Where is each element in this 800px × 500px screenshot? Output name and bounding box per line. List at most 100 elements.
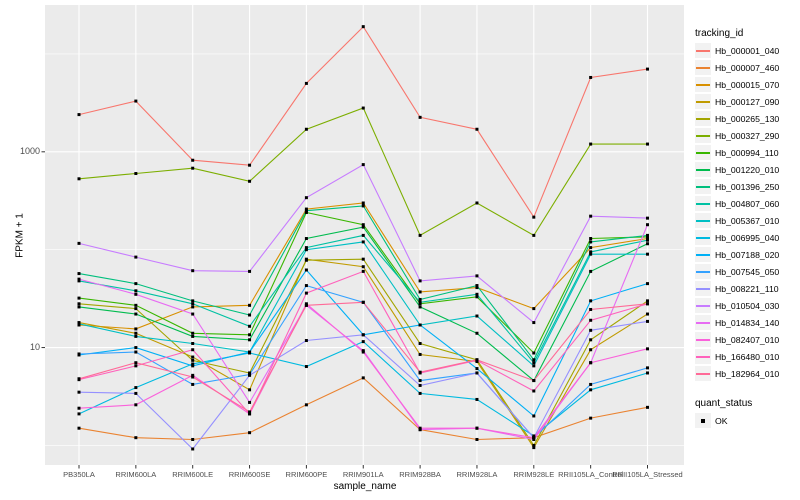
series-color-line-icon bbox=[696, 83, 710, 86]
y-tick-label: 1000 bbox=[19, 146, 40, 157]
data-point bbox=[361, 106, 365, 110]
data-point bbox=[646, 237, 649, 241]
data-point bbox=[248, 431, 252, 435]
data-point bbox=[532, 351, 536, 355]
data-point bbox=[77, 377, 81, 381]
data-point bbox=[589, 299, 593, 303]
data-point bbox=[191, 312, 195, 316]
data-point bbox=[191, 437, 195, 441]
data-point bbox=[191, 302, 195, 306]
data-point bbox=[361, 340, 365, 344]
data-point bbox=[646, 252, 649, 256]
legend-item-label: Hb_001220_010 bbox=[715, 164, 780, 175]
series-color-line-icon bbox=[696, 66, 710, 69]
data-point bbox=[418, 370, 422, 374]
data-point bbox=[475, 284, 479, 288]
data-point bbox=[589, 252, 593, 256]
data-point bbox=[248, 303, 252, 307]
legend-key-swatch bbox=[695, 213, 711, 228]
data-point bbox=[134, 327, 138, 331]
data-point bbox=[532, 361, 536, 365]
series-color-line-icon bbox=[696, 372, 710, 375]
legend-key-swatch bbox=[695, 264, 711, 279]
data-point bbox=[248, 350, 252, 354]
data-point bbox=[77, 352, 81, 356]
series-color-line-icon bbox=[696, 304, 710, 307]
data-point bbox=[191, 299, 195, 303]
data-point bbox=[589, 388, 593, 392]
legend-item: Hb_006995_040 bbox=[695, 229, 798, 246]
data-point bbox=[191, 382, 195, 386]
legend-item-label: Hb_006995_040 bbox=[715, 232, 780, 243]
data-point bbox=[475, 358, 479, 362]
data-point bbox=[248, 412, 252, 416]
data-point bbox=[589, 237, 593, 241]
data-point bbox=[304, 248, 308, 252]
data-point bbox=[532, 389, 536, 393]
data-point bbox=[134, 364, 138, 368]
data-point bbox=[134, 350, 138, 354]
legend-item: Hb_001396_250 bbox=[695, 178, 798, 195]
data-point bbox=[248, 324, 252, 328]
series-color-line-icon bbox=[696, 168, 710, 171]
data-point bbox=[646, 312, 649, 316]
legend-item-label: OK bbox=[715, 415, 728, 426]
data-point bbox=[361, 204, 365, 208]
legend-item-label: Hb_000994_110 bbox=[715, 147, 779, 158]
x-tick-label: RRIM600SE bbox=[228, 470, 271, 479]
data-point bbox=[475, 397, 479, 401]
data-point bbox=[248, 338, 252, 342]
data-point bbox=[361, 201, 365, 205]
series-color-line-icon bbox=[696, 270, 710, 273]
data-point bbox=[304, 237, 308, 241]
data-point bbox=[418, 352, 422, 356]
data-point bbox=[589, 307, 593, 311]
legend-key-swatch bbox=[695, 60, 711, 75]
data-point bbox=[77, 302, 81, 306]
data-point bbox=[361, 223, 365, 227]
data-point bbox=[248, 388, 252, 392]
legend-key-swatch bbox=[695, 332, 711, 347]
legend-item-label: Hb_004807_060 bbox=[715, 198, 780, 209]
legend-item-quant: OK bbox=[695, 412, 798, 429]
x-tick-label: RRII105LA_Stressed bbox=[612, 470, 683, 479]
legend-item-label: Hb_000265_130 bbox=[715, 113, 780, 124]
legend-item: Hb_000994_110 bbox=[695, 144, 798, 161]
data-point bbox=[361, 265, 365, 269]
series-color-line-icon bbox=[696, 219, 710, 222]
x-tick-label: RRIM600LA bbox=[115, 470, 157, 479]
data-point bbox=[475, 437, 479, 441]
data-point bbox=[475, 127, 479, 131]
x-tick-label: RRII105LA_Control bbox=[558, 470, 624, 479]
legend-item-label: Hb_005367_010 bbox=[715, 215, 780, 226]
data-point bbox=[646, 405, 649, 409]
data-point bbox=[532, 358, 536, 362]
data-point bbox=[418, 383, 422, 387]
series-color-line-icon bbox=[696, 49, 710, 52]
data-point bbox=[304, 209, 308, 213]
data-point bbox=[589, 338, 593, 342]
data-point bbox=[191, 373, 195, 377]
data-point bbox=[589, 382, 593, 386]
data-point bbox=[418, 279, 422, 283]
data-point bbox=[475, 274, 479, 278]
data-point bbox=[475, 295, 479, 299]
legend-item-label: Hb_000327_290 bbox=[715, 130, 780, 141]
legend-item-label: Hb_182964_010 bbox=[715, 368, 780, 379]
data-point bbox=[77, 412, 81, 416]
data-point bbox=[134, 312, 138, 316]
data-point bbox=[361, 233, 365, 237]
legend-key-swatch bbox=[695, 298, 711, 313]
x-tick-label: PB350LA bbox=[63, 470, 95, 479]
data-point bbox=[191, 331, 195, 335]
legend-key-swatch bbox=[695, 315, 711, 330]
data-point bbox=[304, 210, 308, 214]
data-point bbox=[304, 403, 308, 407]
data-point bbox=[475, 286, 479, 290]
data-point bbox=[134, 307, 138, 311]
data-point bbox=[532, 233, 536, 237]
data-point bbox=[589, 318, 593, 322]
data-point bbox=[361, 300, 365, 304]
data-point bbox=[646, 299, 649, 303]
